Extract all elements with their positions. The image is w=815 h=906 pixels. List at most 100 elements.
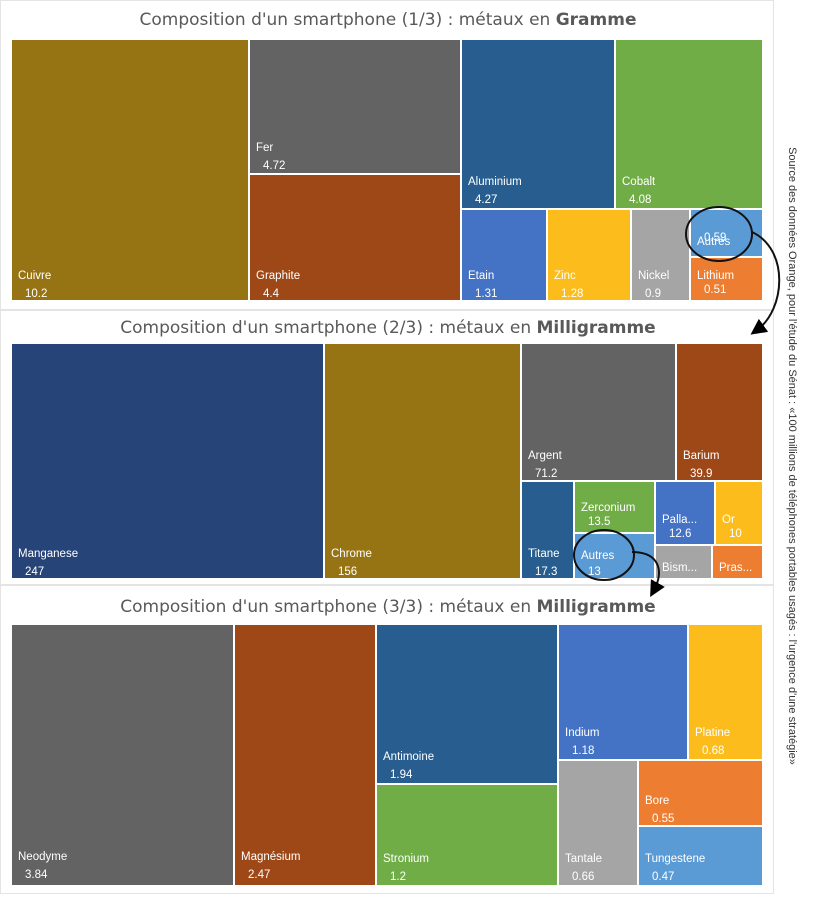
tile-nickel: Nickel 0.9 <box>631 209 690 301</box>
tile-value: 0.59 <box>704 232 727 244</box>
tile-label: Bism... <box>662 562 698 574</box>
tile-label: Graphite <box>256 270 301 282</box>
tile-graphite: Graphite 4.4 <box>249 174 461 301</box>
tile-or: Or 10 <box>715 481 763 545</box>
tile-value: 1.18 <box>572 745 595 757</box>
tile-value: 10 <box>729 528 742 540</box>
tile-label: Platine <box>695 727 731 739</box>
tile-etain: Etain 1.31 <box>461 209 547 301</box>
tile-value: 0.9 <box>645 288 661 300</box>
tile-value: 3.84 <box>25 869 48 881</box>
tile-label: Or <box>722 514 735 526</box>
tile-label: Nickel <box>638 270 670 282</box>
source-note: Source des données Orange, pour l'étude … <box>786 147 798 765</box>
tile-aluminium: Aluminium 4.27 <box>461 39 615 209</box>
tile-label: Etain <box>468 270 495 282</box>
tile-label: Aluminium <box>468 176 522 188</box>
chart-title-1-prefix: Composition d'un smartphone (1/3) : méta… <box>139 10 556 30</box>
chart-title-2: Composition d'un smartphone (2/3) : méta… <box>1 318 775 338</box>
tile-value: 0.66 <box>572 871 595 883</box>
tile-value: 4.08 <box>629 194 652 206</box>
tile-value: 71.2 <box>535 468 558 480</box>
tile-value: 156 <box>338 566 358 578</box>
tile-autres: Autres 0.59 <box>690 209 763 257</box>
tile-argent: Argent 71.2 <box>521 343 676 481</box>
tile-fer: Fer 4.72 <box>249 39 461 174</box>
tile-value: 12.6 <box>669 528 692 540</box>
tile-manganese: Manganese 247 <box>11 343 324 579</box>
tile-zinc: Zinc 1.28 <box>547 209 631 301</box>
tile-palla: Palla... 12.6 <box>655 481 715 545</box>
chart-title-3-unit: Milligramme <box>536 597 656 617</box>
tile-label: Bore <box>645 795 670 807</box>
tile-label: Cobalt <box>622 176 656 188</box>
tile-lithium: Lithium 0.51 <box>690 257 763 301</box>
tile-label: Tungestene <box>645 853 706 865</box>
treemap-panel-1: Composition d'un smartphone (1/3) : méta… <box>0 0 774 310</box>
tile-value: 13.5 <box>588 516 611 528</box>
tile-label: Autres <box>581 550 615 562</box>
tile-label: Chrome <box>331 548 372 560</box>
tile-value: 10.2 <box>25 288 48 300</box>
tile-autres: Autres 13 <box>574 533 655 579</box>
tile-value: 2.47 <box>248 869 271 881</box>
tile-indium: Indium 1.18 <box>558 624 688 760</box>
tile-zerconium: Zerconium 13.5 <box>574 481 655 533</box>
tile-label: Palla... <box>662 514 698 526</box>
tile-label: Titane <box>528 548 560 560</box>
tile-magnésium: Magnésium 2.47 <box>234 624 376 886</box>
tile-tungestene: Tungestene 0.47 <box>638 826 763 886</box>
tile-antimoine: Antimoine 1.94 <box>376 624 558 784</box>
treemap-panel-2: Composition d'un smartphone (2/3) : méta… <box>0 310 774 585</box>
tile-bism: Bism... <box>655 545 712 579</box>
tile-barium: Barium 39.9 <box>676 343 763 481</box>
tile-label: Fer <box>256 142 274 154</box>
tile-label: Tantale <box>565 853 603 865</box>
tile-value: 13 <box>588 566 601 578</box>
tile-label: Stronium <box>383 853 430 865</box>
tile-label: Zerconium <box>581 502 636 514</box>
tile-value: 247 <box>25 566 45 578</box>
tile-value: 1.31 <box>475 288 498 300</box>
tile-cuivre: Cuivre 10.2 <box>11 39 249 301</box>
tile-neodyme: Neodyme 3.84 <box>11 624 234 886</box>
tile-value: 0.47 <box>652 871 675 883</box>
chart-title-3-prefix: Composition d'un smartphone (3/3) : méta… <box>120 597 537 617</box>
tile-label: Neodyme <box>18 851 68 863</box>
tile-label: Cuivre <box>18 270 52 282</box>
chart-title-1-unit: Gramme <box>555 10 637 30</box>
tile-value: 4.27 <box>475 194 498 206</box>
tile-label: Zinc <box>554 270 576 282</box>
tile-value: 39.9 <box>690 468 713 480</box>
tile-titane: Titane 17.3 <box>521 481 574 579</box>
tile-pras: Pras... <box>712 545 763 579</box>
tile-value: 4.4 <box>263 288 279 300</box>
tile-label: Argent <box>528 450 562 462</box>
chart-title-2-prefix: Composition d'un smartphone (2/3) : méta… <box>120 318 537 338</box>
tile-tantale: Tantale 0.66 <box>558 760 638 886</box>
tile-value: 1.2 <box>390 871 406 883</box>
tile-value: 1.28 <box>561 288 584 300</box>
chart-title-2-unit: Milligramme <box>536 318 656 338</box>
tile-label: Barium <box>683 450 720 462</box>
tile-value: 4.72 <box>263 160 286 172</box>
tile-stronium: Stronium 1.2 <box>376 784 558 886</box>
tile-label: Magnésium <box>241 851 301 863</box>
tile-label: Lithium <box>697 270 735 282</box>
tile-chrome: Chrome 156 <box>324 343 521 579</box>
tile-label: Indium <box>565 727 600 739</box>
tile-label: Manganese <box>18 548 79 560</box>
tile-value: 0.51 <box>704 284 727 296</box>
tile-value: 0.68 <box>702 745 725 757</box>
tile-label: Pras... <box>719 562 753 574</box>
treemap-panel-3: Composition d'un smartphone (3/3) : méta… <box>0 585 774 894</box>
tile-label: Antimoine <box>383 751 435 763</box>
chart-title-1: Composition d'un smartphone (1/3) : méta… <box>1 10 775 30</box>
tile-cobalt: Cobalt 4.08 <box>615 39 763 209</box>
tile-value: 17.3 <box>535 566 558 578</box>
tile-bore: Bore 0.55 <box>638 760 763 826</box>
chart-title-3: Composition d'un smartphone (3/3) : méta… <box>1 597 775 617</box>
tile-value: 0.55 <box>652 813 675 825</box>
tile-platine: Platine 0.68 <box>688 624 763 760</box>
